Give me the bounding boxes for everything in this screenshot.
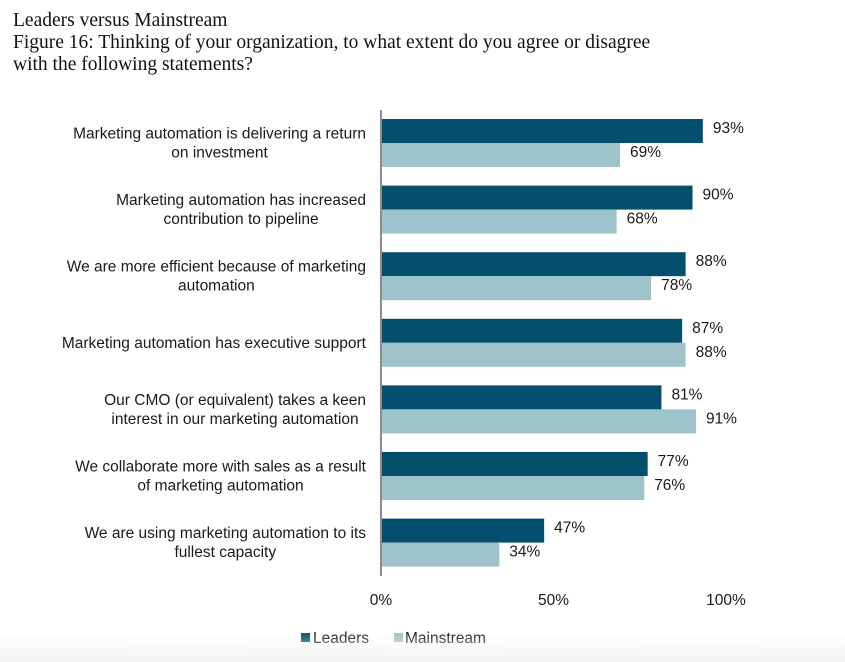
leaders-bar: [382, 185, 693, 210]
mainstream-value-label: 76%: [654, 477, 685, 494]
mainstream-bar: [382, 276, 652, 301]
chart-subtitle-line-1: Figure 16: Thinking of your organization…: [13, 32, 651, 53]
legend-mainstream-swatch: [394, 633, 403, 642]
leaders-bar: [382, 119, 703, 143]
legend-leaders-swatch: [301, 633, 310, 642]
leaders-bar: [382, 318, 683, 343]
mainstream-value-label: 34%: [509, 544, 540, 561]
category-label: We collaborate more with sales as a resu…: [75, 459, 367, 476]
leaders-bar: [382, 518, 545, 543]
category-label: fullest capacity: [174, 544, 276, 561]
category-label: Marketing automation is delivering a ret…: [73, 126, 366, 143]
category-label: of marketing automation: [137, 478, 303, 495]
leaders-value-label: 77%: [658, 453, 689, 470]
mainstream-bar: [382, 209, 617, 234]
category-label: interest in our marketing automation: [111, 411, 358, 428]
mainstream-bar: [382, 476, 645, 500]
category-label: We are using marketing automation to its: [85, 525, 367, 542]
mainstream-value-label: 88%: [696, 344, 727, 361]
mainstream-value-label: 68%: [627, 211, 658, 228]
category-label: We are more efficient because of marketi…: [67, 259, 366, 276]
leaders-value-label: 87%: [692, 320, 723, 337]
category-label: Marketing automation has executive suppo…: [62, 335, 367, 352]
mainstream-bar: [382, 143, 621, 167]
leaders-bar: [382, 452, 648, 476]
leaders-value-label: 47%: [554, 520, 585, 537]
leaders-value-label: 81%: [671, 386, 702, 403]
mainstream-value-label: 78%: [661, 277, 692, 294]
leaders-bar: [382, 252, 686, 277]
mainstream-bar: [382, 342, 686, 367]
x-tick-label: 50%: [538, 592, 569, 609]
mainstream-bar: [382, 409, 696, 434]
leaders-value-label: 90%: [703, 187, 734, 204]
category-label: automation: [178, 278, 255, 295]
chart-subtitle-line-2: with the following statements?: [13, 54, 253, 75]
leaders-value-label: 88%: [696, 253, 727, 270]
chart-heading: Leaders versus Mainstream: [13, 10, 228, 31]
legend-mainstream-label: Mainstream: [405, 630, 486, 647]
leaders-value-label: 93%: [713, 120, 744, 137]
x-tick-label: 0%: [370, 592, 393, 609]
category-label: contribution to pipeline: [164, 211, 319, 228]
mainstream-value-label: 69%: [630, 144, 661, 161]
category-label: on investment: [171, 145, 268, 162]
mainstream-value-label: 91%: [706, 410, 737, 427]
x-tick-label: 100%: [706, 592, 746, 609]
title-block: Leaders versus Mainstream Figure 16: Thi…: [13, 10, 650, 76]
leaders-bar: [382, 385, 662, 410]
mainstream-bar: [382, 542, 500, 567]
category-label: Our CMO (or equivalent) takes a keen: [104, 392, 366, 409]
category-label: Marketing automation has increased: [116, 192, 366, 209]
legend-leaders-label: Leaders: [313, 630, 369, 647]
